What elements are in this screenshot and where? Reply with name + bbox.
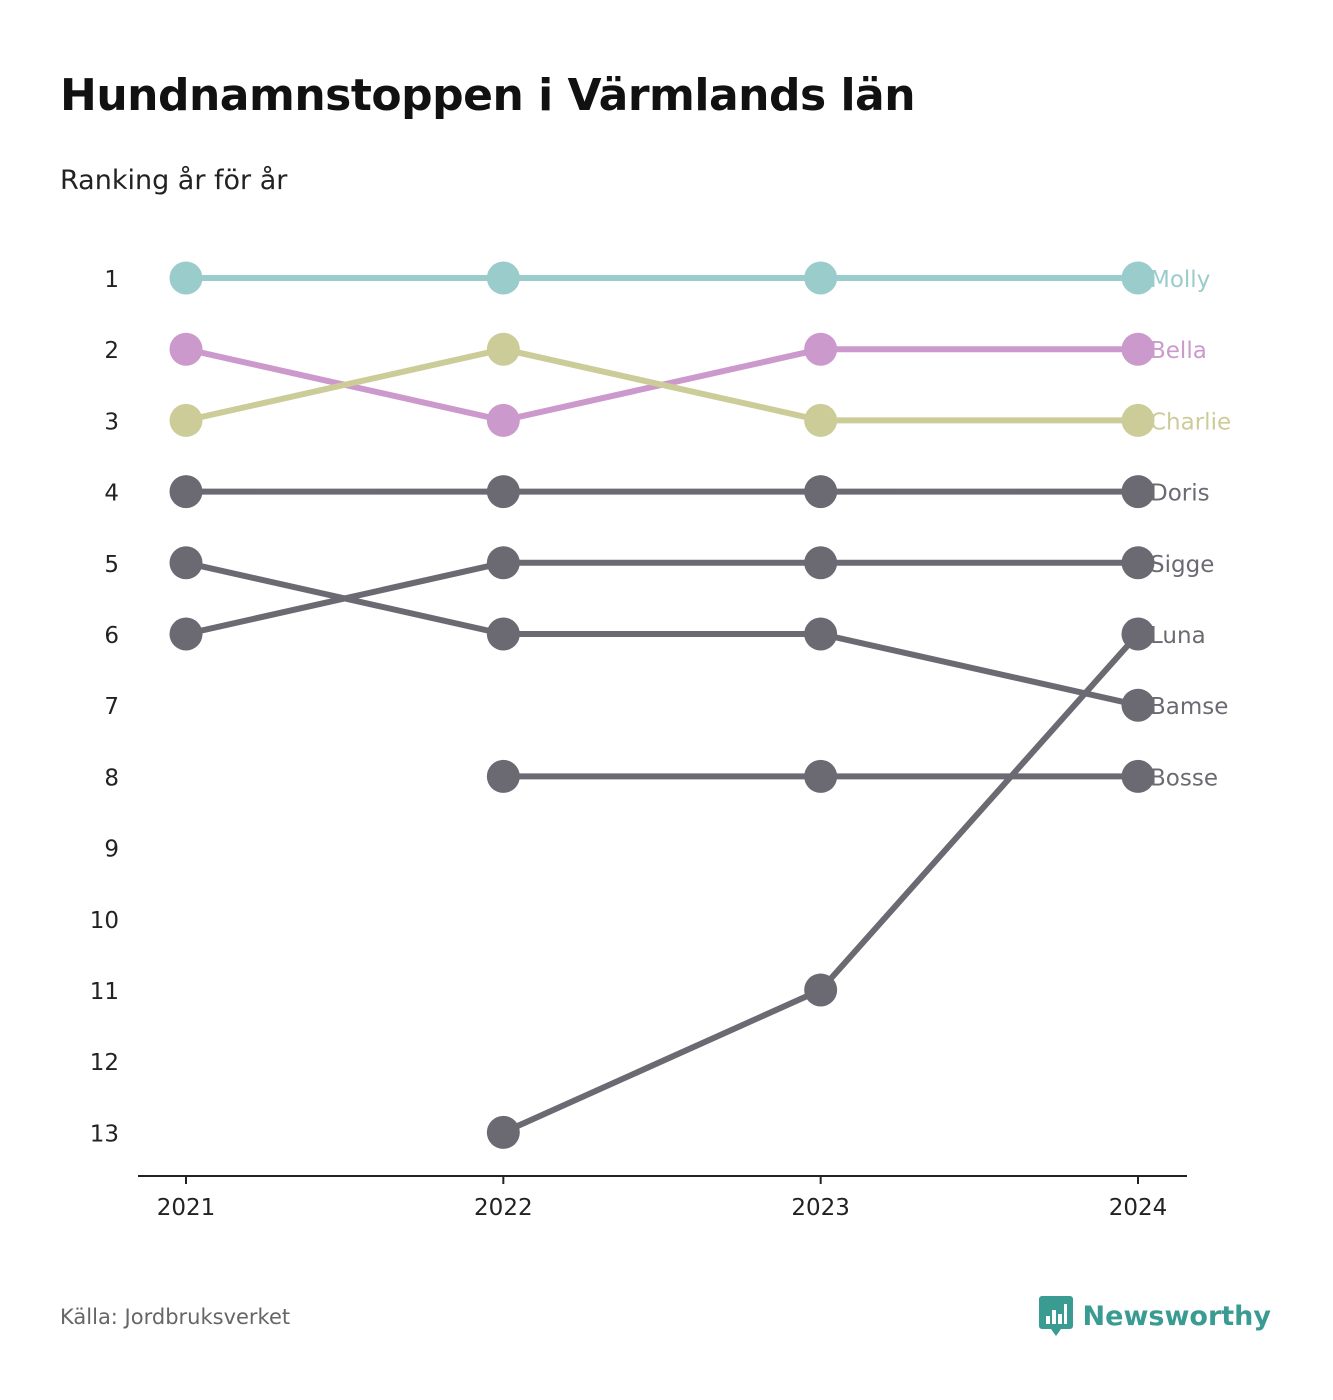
series-line-charlie [500, 346, 824, 424]
series-label-luna: Luna [1150, 623, 1206, 649]
series-label-bosse: Bosse [1150, 765, 1218, 791]
series-line-bamse [183, 559, 507, 637]
series-line-luna [500, 987, 824, 1136]
y-tick-label: 12 [90, 1050, 119, 1076]
data-point-doris[interactable] [169, 475, 203, 509]
series-lines [183, 275, 1141, 1136]
newsworthy-logo[interactable]: Newsworthy [1038, 1296, 1271, 1336]
y-tick-label: 5 [104, 552, 119, 578]
x-tick-label: 2021 [157, 1195, 216, 1221]
data-point-bamse[interactable] [486, 617, 520, 651]
y-tick-label: 4 [104, 481, 119, 507]
data-point-sigge[interactable] [804, 546, 838, 580]
series-label-charlie: Charlie [1150, 409, 1231, 435]
data-point-charlie[interactable] [804, 403, 838, 437]
y-tick-label: 2 [104, 338, 119, 364]
y-tick-label: 6 [104, 623, 119, 649]
series-label-bella: Bella [1150, 338, 1207, 364]
data-point-sigge[interactable] [169, 617, 203, 651]
data-point-doris[interactable] [486, 475, 520, 509]
data-point-bella[interactable] [804, 332, 838, 366]
source-note: Källa: Jordbruksverket [60, 1305, 291, 1329]
x-tick-label: 2022 [474, 1195, 533, 1221]
series-label-sigge: Sigge [1150, 552, 1214, 578]
data-point-doris[interactable] [804, 475, 838, 509]
data-point-bosse[interactable] [804, 759, 838, 793]
data-point-charlie[interactable] [1121, 403, 1155, 437]
x-tick-label: 2024 [1109, 1195, 1168, 1221]
y-tick-label: 13 [90, 1121, 119, 1147]
data-point-bosse[interactable] [1121, 759, 1155, 793]
y-tick-label: 10 [90, 908, 119, 934]
data-point-molly[interactable] [169, 261, 203, 295]
chart-subtitle: Ranking år för år [60, 165, 288, 196]
data-point-molly[interactable] [1121, 261, 1155, 295]
newsworthy-chart-icon [1038, 1296, 1073, 1336]
data-point-bamse[interactable] [169, 546, 203, 580]
series-end-labels: Doris Sigge Luna Bamse Bosse Molly Bella Charli… [1150, 267, 1231, 791]
series-points [169, 261, 1155, 1149]
data-point-sigge[interactable] [486, 546, 520, 580]
data-point-bella[interactable] [486, 403, 520, 437]
x-tick-label: 2023 [791, 1195, 850, 1221]
brand-name: Newsworthy [1082, 1300, 1271, 1332]
series-label-doris: Doris [1150, 481, 1210, 507]
data-point-bamse[interactable] [1121, 688, 1155, 722]
y-tick-label: 9 [104, 837, 119, 863]
data-point-luna[interactable] [1121, 617, 1155, 651]
chart-title: Hundnamnstoppen i Värmlands län [60, 70, 916, 121]
y-tick-label: 11 [90, 979, 119, 1005]
x-axis: 2021 2022 2023 2024 [138, 1175, 1187, 1221]
series-label-molly: Molly [1150, 267, 1210, 293]
data-point-charlie[interactable] [169, 403, 203, 437]
data-point-sigge[interactable] [1121, 546, 1155, 580]
series-label-bamse: Bamse [1150, 694, 1228, 720]
data-point-charlie[interactable] [486, 332, 520, 366]
data-point-doris[interactable] [1121, 475, 1155, 509]
data-point-molly[interactable] [804, 261, 838, 295]
data-point-bamse[interactable] [804, 617, 838, 651]
y-tick-label: 1 [104, 267, 119, 293]
y-tick-label: 8 [104, 765, 119, 791]
data-point-luna[interactable] [804, 973, 838, 1007]
data-point-molly[interactable] [486, 261, 520, 295]
series-line-charlie [183, 346, 507, 424]
data-point-bella[interactable] [1121, 332, 1155, 366]
series-line-luna [817, 631, 1141, 993]
series-line-bamse [817, 631, 1141, 709]
data-point-bosse[interactable] [486, 759, 520, 793]
data-point-luna[interactable] [486, 1115, 520, 1149]
data-point-bella[interactable] [169, 332, 203, 366]
y-tick-label: 3 [104, 409, 119, 435]
y-tick-label: 7 [104, 694, 119, 720]
